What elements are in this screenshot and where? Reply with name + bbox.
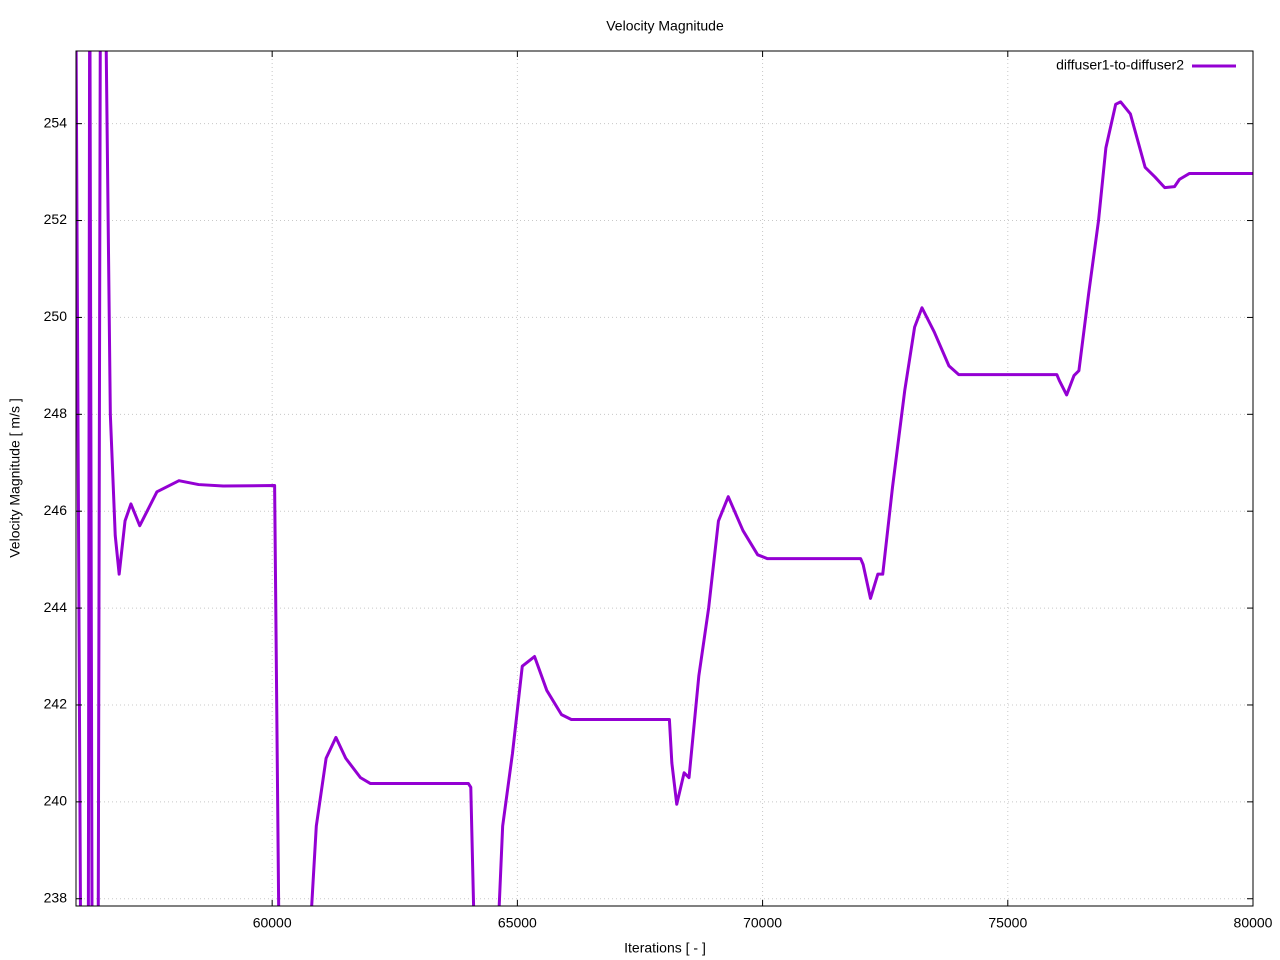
plot-frame [75, 50, 1254, 907]
y-tick-label: 246 [44, 502, 68, 518]
y-tick-label: 244 [44, 599, 68, 615]
y-tick-label: 252 [44, 211, 68, 227]
x-tick-label: 65000 [498, 915, 537, 931]
y-tick-label: 240 [44, 793, 68, 809]
chart-title: Velocity Magnitude [606, 18, 724, 34]
y-tick-label: 254 [44, 114, 68, 130]
data-line [76, 51, 1253, 906]
y-tick-label: 248 [44, 405, 68, 421]
x-tick-label: 60000 [253, 915, 292, 931]
y-axis-label: Velocity Magnitude [ m/s ] [7, 398, 23, 558]
y-tick-label: 250 [44, 308, 68, 324]
plot-area [76, 51, 1253, 906]
x-tick-label: 75000 [988, 915, 1027, 931]
y-tick-label: 242 [44, 696, 68, 712]
x-tick-label: 80000 [1234, 915, 1273, 931]
y-tick-label: 238 [44, 889, 68, 905]
x-tick-label: 70000 [743, 915, 782, 931]
x-axis-label: Iterations [ - ] [624, 940, 706, 956]
grid [76, 51, 1254, 906]
legend-label: diffuser1-to-diffuser2 [1056, 57, 1184, 73]
